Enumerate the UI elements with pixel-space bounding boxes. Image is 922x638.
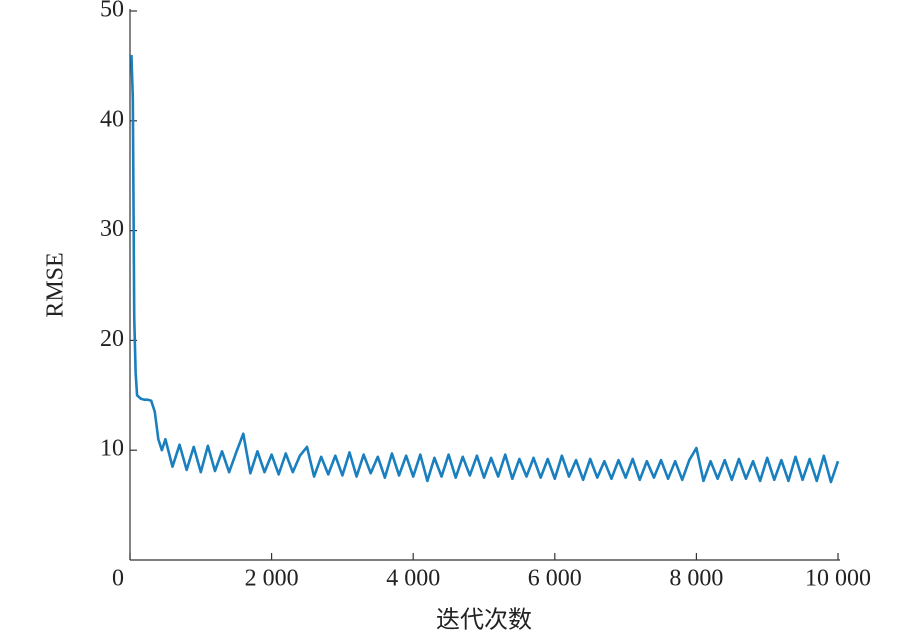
x-axis-label: 迭代次数 xyxy=(436,607,532,634)
y-tick-label: 10 xyxy=(100,436,124,462)
y-tick-label: 40 xyxy=(100,106,124,132)
x-tick-label: 8 000 xyxy=(669,566,723,592)
x-tick-label: 4 000 xyxy=(386,566,440,592)
x-tick-label: 10 000 xyxy=(805,566,871,592)
y-tick-label: 20 xyxy=(100,326,124,352)
x-tick-label: 2 000 xyxy=(245,566,299,592)
y-axis-label: RMSE xyxy=(43,252,69,317)
data-line xyxy=(130,54,840,484)
x-tick-label: 6 000 xyxy=(528,566,582,592)
y-tick-label: 50 xyxy=(100,0,124,23)
x-tick-label: 0 xyxy=(112,566,124,592)
y-tick-label: 30 xyxy=(100,216,124,242)
